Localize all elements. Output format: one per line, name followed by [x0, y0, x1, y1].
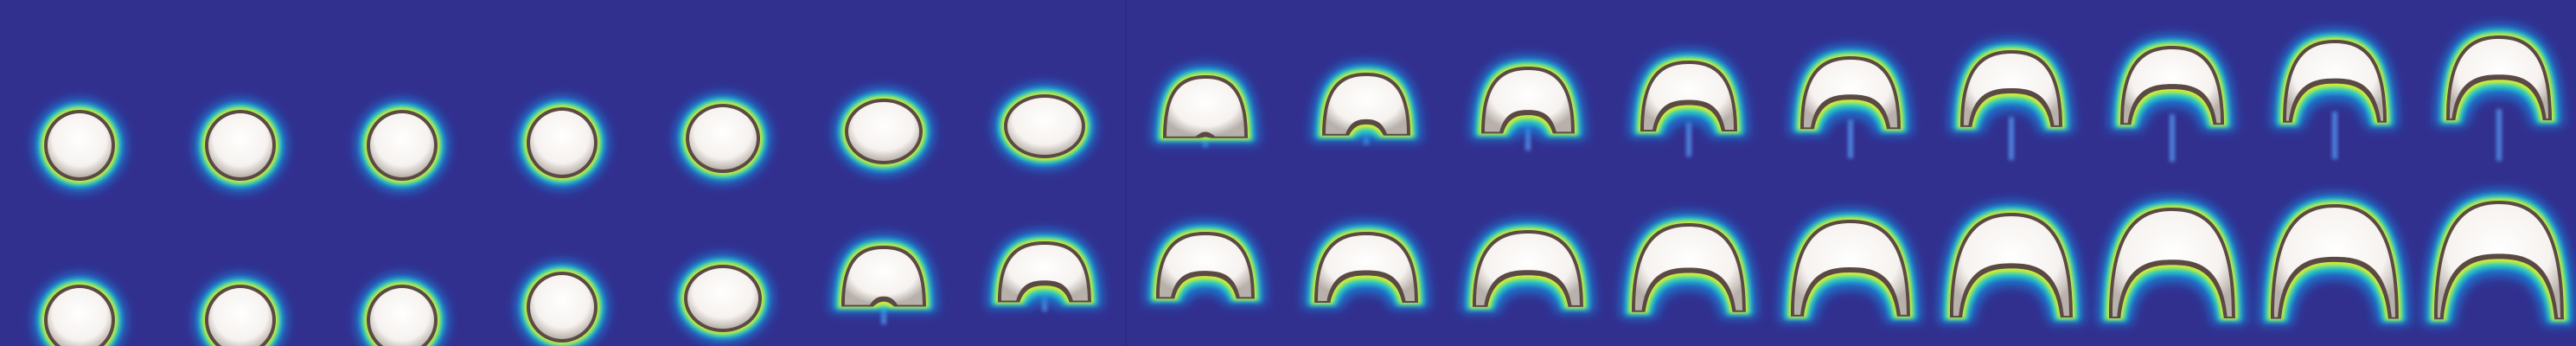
bubble-core — [2450, 38, 2548, 119]
bubble-core — [1485, 70, 1571, 132]
bubble-frame — [2109, 35, 2235, 162]
bubble-frame — [830, 234, 937, 324]
bubble-core — [2274, 208, 2395, 317]
bubble-frame — [33, 99, 126, 192]
bubble-core — [1804, 60, 1897, 128]
bubble-core — [1635, 227, 1742, 311]
bubble-core — [1001, 245, 1088, 301]
bubble-core — [2286, 43, 2383, 121]
bubble-frame — [2272, 29, 2398, 159]
wake-trail — [1686, 122, 1691, 157]
bubble-core — [1794, 223, 1907, 315]
wake-trail — [1042, 294, 1047, 311]
bubble-core — [1476, 234, 1580, 305]
bubble-frame — [355, 273, 449, 346]
bubble-core — [370, 288, 434, 346]
bubble-core — [1167, 79, 1244, 137]
bubble-frame — [987, 230, 1103, 311]
bubble-frame — [1620, 212, 1757, 318]
bubble-frame — [2260, 193, 2410, 325]
bubble-frame — [515, 260, 609, 346]
bubble-frame — [2435, 24, 2563, 161]
wake-trail — [1848, 119, 1853, 158]
bubble-core — [687, 268, 758, 329]
bubble-frame — [515, 96, 609, 189]
bubble-frame — [1311, 61, 1422, 144]
bubble-core — [689, 107, 757, 170]
bubble-core — [1326, 76, 1407, 134]
bubble-frame — [1629, 49, 1748, 157]
bubble-core — [370, 113, 434, 177]
bubble-core — [530, 111, 594, 175]
bubble-frame — [1461, 219, 1595, 313]
bubble-core — [1964, 54, 2059, 125]
wake-trail — [2009, 117, 2014, 160]
bubble-core — [1644, 64, 1734, 130]
bubble-core — [848, 102, 919, 161]
bubble-core — [1318, 235, 1415, 301]
bubble-frame — [1145, 221, 1266, 304]
bubble-core — [208, 288, 272, 346]
bubble-frame — [33, 273, 126, 346]
bubble-core — [48, 113, 112, 177]
bubble-frame — [1949, 39, 2074, 160]
bubble-frame — [673, 253, 773, 343]
bubble-core — [845, 249, 923, 305]
bubble-frame — [2423, 189, 2575, 325]
bubble-core — [1007, 98, 1082, 155]
bubble-frame — [1789, 45, 1912, 158]
bubble-core — [48, 288, 112, 346]
bubble-core — [2438, 204, 2560, 318]
bubble-core — [530, 275, 594, 339]
wake-trail — [2170, 114, 2175, 162]
bubble-frame — [674, 93, 771, 184]
wake-trail — [2332, 112, 2337, 159]
bubble-frame — [355, 99, 449, 192]
bubble-frame — [1780, 208, 1921, 323]
bubble-frame — [194, 273, 287, 346]
bubble-frame — [1470, 55, 1586, 151]
bubble-core — [208, 113, 272, 177]
bubble-core — [1953, 216, 2069, 317]
bubble-core — [2124, 49, 2221, 124]
bubble-frame — [1939, 202, 2084, 324]
bubble-frame — [2098, 196, 2247, 324]
bubble-frame — [1303, 221, 1429, 309]
bubble-frame — [834, 87, 934, 176]
wake-trail — [2496, 109, 2502, 161]
bubble-frame — [194, 99, 287, 192]
bubble-frame — [1152, 64, 1259, 147]
bubble-core — [1160, 235, 1251, 298]
wake-trail — [1525, 125, 1531, 151]
bubble-core — [2113, 211, 2232, 317]
bubble-frame — [993, 83, 1096, 170]
